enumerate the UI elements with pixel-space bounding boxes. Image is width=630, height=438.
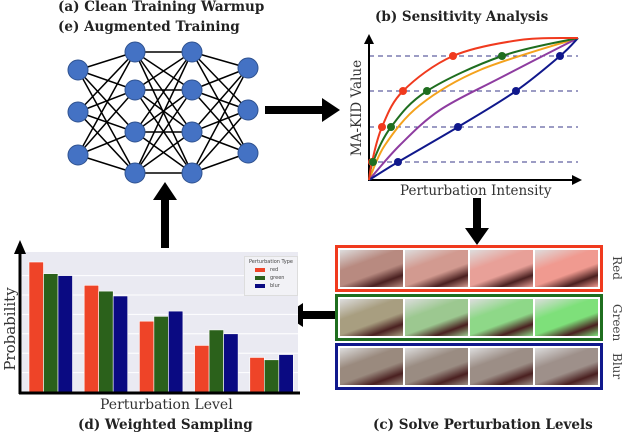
curve-blue (368, 37, 579, 181)
bar-green-5 (263, 359, 280, 393)
curve-orange (368, 37, 579, 181)
caption-clean-training: (a) Clean Training Warmup (58, 0, 265, 15)
network-edge (77, 51, 136, 113)
bar-red-4 (194, 345, 210, 393)
room-image-thumbnail (535, 250, 598, 287)
network-node (237, 142, 259, 164)
bar-red-2 (83, 284, 99, 393)
network-edge (191, 67, 249, 133)
network-node (67, 101, 89, 123)
room-image-thumbnail (405, 348, 468, 385)
bar-blur-2 (112, 295, 128, 393)
network-edge (191, 67, 249, 174)
arrow-down-icon (465, 198, 489, 245)
row-label-blur: Blur (610, 353, 624, 380)
point-red (378, 123, 386, 131)
x-axis-arrow-icon (572, 175, 582, 185)
bar-green-1 (43, 273, 59, 393)
network-edge (191, 109, 249, 174)
caption-sensitivity-analysis: (b) Sensitivity Analysis (375, 9, 549, 25)
curve-green (368, 37, 579, 181)
sensitivity-ylabel: MA-KID Value (349, 59, 365, 157)
bar-xlabel: Perturbation Level (100, 397, 233, 413)
network-edge (191, 51, 249, 111)
network-node (237, 57, 259, 79)
point-red (399, 87, 407, 95)
network-edge (77, 51, 136, 156)
bar-red-5 (249, 357, 265, 393)
caption-solve-perturbation-levels: (c) Solve Perturbation Levels (373, 417, 593, 433)
network-node (181, 162, 203, 184)
point-green (369, 158, 377, 166)
bar-legend: Perturbation Type red green blur (244, 256, 298, 296)
room-image-thumbnail (405, 250, 468, 287)
room-image-thumbnail (340, 348, 403, 385)
network-edge (134, 51, 193, 91)
network-node (67, 144, 89, 166)
panel-blur (335, 343, 603, 390)
network-node (124, 162, 146, 184)
room-image-thumbnail (470, 348, 533, 385)
bar-y-axis-arrow-icon (14, 240, 26, 254)
point-red (449, 52, 457, 60)
row-label-green: Green (610, 304, 624, 342)
panel-green (335, 294, 603, 341)
bar-green-2 (98, 290, 114, 393)
network-node (124, 41, 146, 63)
curve-red (368, 36, 579, 181)
bar-green-4 (208, 329, 224, 393)
y-axis-arrow-icon (364, 34, 374, 44)
bar-ylabel: Probability (1, 287, 19, 371)
network-edge (77, 111, 136, 174)
legend-item-blur: blur (255, 283, 297, 289)
room-image-thumbnail (340, 250, 403, 287)
room-image-thumbnail (470, 299, 533, 336)
network-node (181, 79, 203, 101)
point-blue (512, 87, 520, 95)
point-green (387, 123, 395, 131)
room-image-thumbnail (405, 299, 468, 336)
legend-item-red: red (255, 267, 297, 273)
room-image-thumbnail (470, 250, 533, 287)
bar-blur-1 (57, 275, 73, 393)
caption-weighted-sampling: (d) Weighted Sampling (78, 417, 253, 433)
arrow-up-icon (153, 182, 177, 248)
caption-augmented-training: (e) Augmented Training (58, 19, 240, 35)
point-blue (454, 123, 462, 131)
network-edge (134, 89, 193, 174)
curve-purple (368, 37, 579, 181)
sensitivity-xlabel: Perturbation Intensity (400, 183, 552, 199)
network-edge (191, 51, 249, 154)
network-edge (134, 51, 193, 133)
network-node (124, 121, 146, 143)
network-node (124, 79, 146, 101)
network-node (67, 59, 89, 81)
point-blue (394, 158, 402, 166)
room-image-thumbnail (340, 299, 403, 336)
bar-red-3 (139, 320, 155, 393)
point-blue (556, 52, 564, 60)
room-image-thumbnail (535, 299, 598, 336)
arrow-right-icon (265, 98, 340, 122)
network-node (181, 121, 203, 143)
network-node (237, 99, 259, 121)
bar-blur-5 (278, 354, 294, 393)
legend-title: Perturbation Type (248, 259, 294, 265)
legend-item-green: green (255, 275, 297, 281)
network-edge (134, 131, 193, 174)
room-image-thumbnail (535, 348, 598, 385)
point-green (423, 87, 431, 95)
network-edge (134, 51, 193, 174)
bar-blur-3 (168, 310, 184, 393)
panel-red (335, 245, 603, 292)
bar-green-3 (153, 316, 169, 393)
network-node (181, 41, 203, 63)
bar-red-1 (28, 261, 44, 393)
point-green (498, 52, 506, 60)
network-edge (77, 89, 136, 156)
bar-blur-4 (223, 333, 239, 393)
row-label-red: Red (610, 256, 624, 280)
